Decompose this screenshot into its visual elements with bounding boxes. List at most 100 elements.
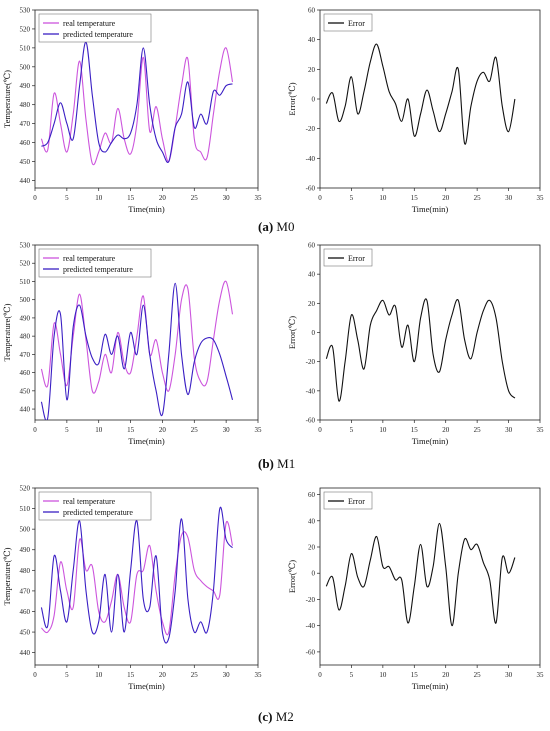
y-tick-label: -20 — [306, 358, 316, 366]
chart-b-err: 0 5 10 15 20 25 30 35 -60 -40 -20 0 20 40 60 Time(min) E… — [287, 242, 544, 447]
x-tick-label: 15 — [127, 194, 135, 202]
y-tick-label: 470 — [20, 587, 31, 595]
legend-label: real temperature — [63, 497, 116, 506]
x-tick-label: 30 — [505, 426, 513, 434]
x-tick-label: 5 — [350, 194, 354, 202]
x-tick-label: 0 — [33, 194, 37, 202]
plot-frame — [319, 487, 541, 666]
x-tick-label: 20 — [159, 426, 167, 434]
y-tick-label: 440 — [20, 406, 31, 414]
x-axis-label: Time(min) — [128, 204, 165, 214]
y-tick-label: 40 — [308, 36, 316, 44]
y-tick-label: 40 — [308, 517, 316, 525]
chart-c-temp: 0 5 10 15 20 25 30 3544045046047048049050051052… — [2, 485, 262, 692]
y-tick-label: 450 — [20, 629, 31, 637]
x-tick-label: 5 — [65, 671, 69, 679]
series-line-error — [325, 298, 516, 402]
x-tick-label: 5 — [65, 194, 69, 202]
series-line-predicted — [41, 41, 233, 163]
legend-label: predicted temperature — [63, 508, 133, 517]
y-tick-label: 450 — [20, 158, 31, 166]
caption-a-letter: (a) — [258, 219, 274, 234]
x-tick-label: 5 — [65, 426, 69, 434]
y-tick-label: 0 — [312, 329, 316, 337]
y-tick-label: 440 — [20, 177, 31, 185]
y-tick-label: -20 — [306, 125, 316, 133]
caption-a: (a) M0 — [258, 219, 294, 235]
x-axis-label: Time(min) — [128, 681, 165, 691]
x-tick-label: 35 — [537, 671, 545, 679]
y-axis-label: Temperature(℃) — [2, 70, 12, 128]
y-tick-label: 520 — [20, 25, 31, 33]
x-tick-label: 5 — [350, 426, 354, 434]
series-line-predicted — [40, 506, 233, 644]
x-tick-label: 10 — [379, 194, 387, 202]
x-tick-label: 20 — [442, 671, 450, 679]
legend-box — [38, 248, 152, 278]
y-tick-label: 510 — [20, 278, 31, 286]
x-tick-label: 15 — [411, 671, 419, 679]
chart-c-err: 0 5 10 15 20 25 30 35 -60 -40 -20 0 20 40 60 Time(min) E… — [287, 487, 545, 691]
y-tick-label: 520 — [20, 485, 31, 493]
x-tick-label: 35 — [255, 426, 263, 434]
series-line-real — [41, 520, 234, 636]
y-tick-label: 440 — [20, 649, 31, 657]
chart-a-err: 0 5 10 15 20 25 30 35 -60 -40 -20 0 20 40 60 Time(min) E… — [287, 7, 544, 215]
x-axis-label: Time(min) — [128, 436, 165, 446]
x-tick-label: 25 — [191, 194, 199, 202]
plot-frame — [34, 487, 259, 666]
x-axis-label: Time(min) — [412, 681, 449, 691]
chart-b-temp: 0 5 10 15 20 25 30 3544045046047048049050051052… — [2, 242, 262, 447]
legend-box — [323, 13, 373, 32]
y-tick-label: 480 — [20, 101, 31, 109]
y-tick-label: 480 — [20, 333, 31, 341]
y-tick-label: 60 — [308, 242, 316, 250]
y-tick-label: 20 — [308, 66, 316, 74]
x-axis-label: Time(min) — [412, 204, 449, 214]
y-tick-label: 450 — [20, 387, 31, 395]
caption-c-model: M2 — [275, 709, 294, 724]
y-tick-label: 470 — [20, 351, 31, 359]
series-line-error — [325, 522, 516, 627]
y-tick-label: -40 — [306, 622, 316, 630]
y-tick-label: 510 — [20, 505, 31, 513]
plot-frame — [34, 9, 259, 189]
y-tick-label: 470 — [20, 120, 31, 128]
x-tick-label: 10 — [379, 426, 387, 434]
plot-frame — [319, 244, 541, 421]
x-tick-label: 25 — [191, 426, 199, 434]
caption-b: (b) M1 — [258, 456, 295, 472]
caption-c: (c) M2 — [258, 709, 294, 725]
y-tick-label: 40 — [308, 271, 316, 279]
x-tick-label: 10 — [95, 426, 103, 434]
caption-b-model: M1 — [277, 456, 296, 471]
y-axis-label: Error(℃) — [287, 82, 297, 115]
y-tick-label: -60 — [306, 185, 316, 193]
x-tick-label: 5 — [350, 671, 354, 679]
y-tick-label: -60 — [306, 417, 316, 425]
y-axis-label: Temperature(℃) — [2, 303, 12, 361]
legend-label: real temperature — [63, 19, 116, 28]
y-tick-label: 20 — [308, 544, 316, 552]
y-tick-label: 480 — [20, 567, 31, 575]
y-tick-label: 510 — [20, 44, 31, 52]
y-tick-label: 500 — [20, 296, 31, 304]
legend-box — [38, 491, 152, 521]
y-tick-label: -40 — [306, 155, 316, 163]
x-tick-label: 30 — [505, 194, 513, 202]
x-tick-label: 35 — [255, 671, 263, 679]
x-tick-label: 25 — [191, 671, 199, 679]
x-tick-label: 25 — [474, 671, 482, 679]
x-tick-label: 25 — [474, 194, 482, 202]
x-tick-label: 35 — [537, 426, 545, 434]
series-line-predicted — [40, 282, 234, 420]
legend-label: Error — [348, 254, 365, 263]
x-tick-label: 10 — [379, 671, 387, 679]
legend-label: real temperature — [63, 254, 116, 263]
y-tick-label: 60 — [308, 491, 316, 499]
x-tick-label: 20 — [442, 426, 450, 434]
x-tick-label: 0 — [318, 194, 322, 202]
y-tick-label: 530 — [20, 7, 31, 15]
x-tick-label: 15 — [411, 194, 419, 202]
y-tick-label: 460 — [20, 608, 31, 616]
